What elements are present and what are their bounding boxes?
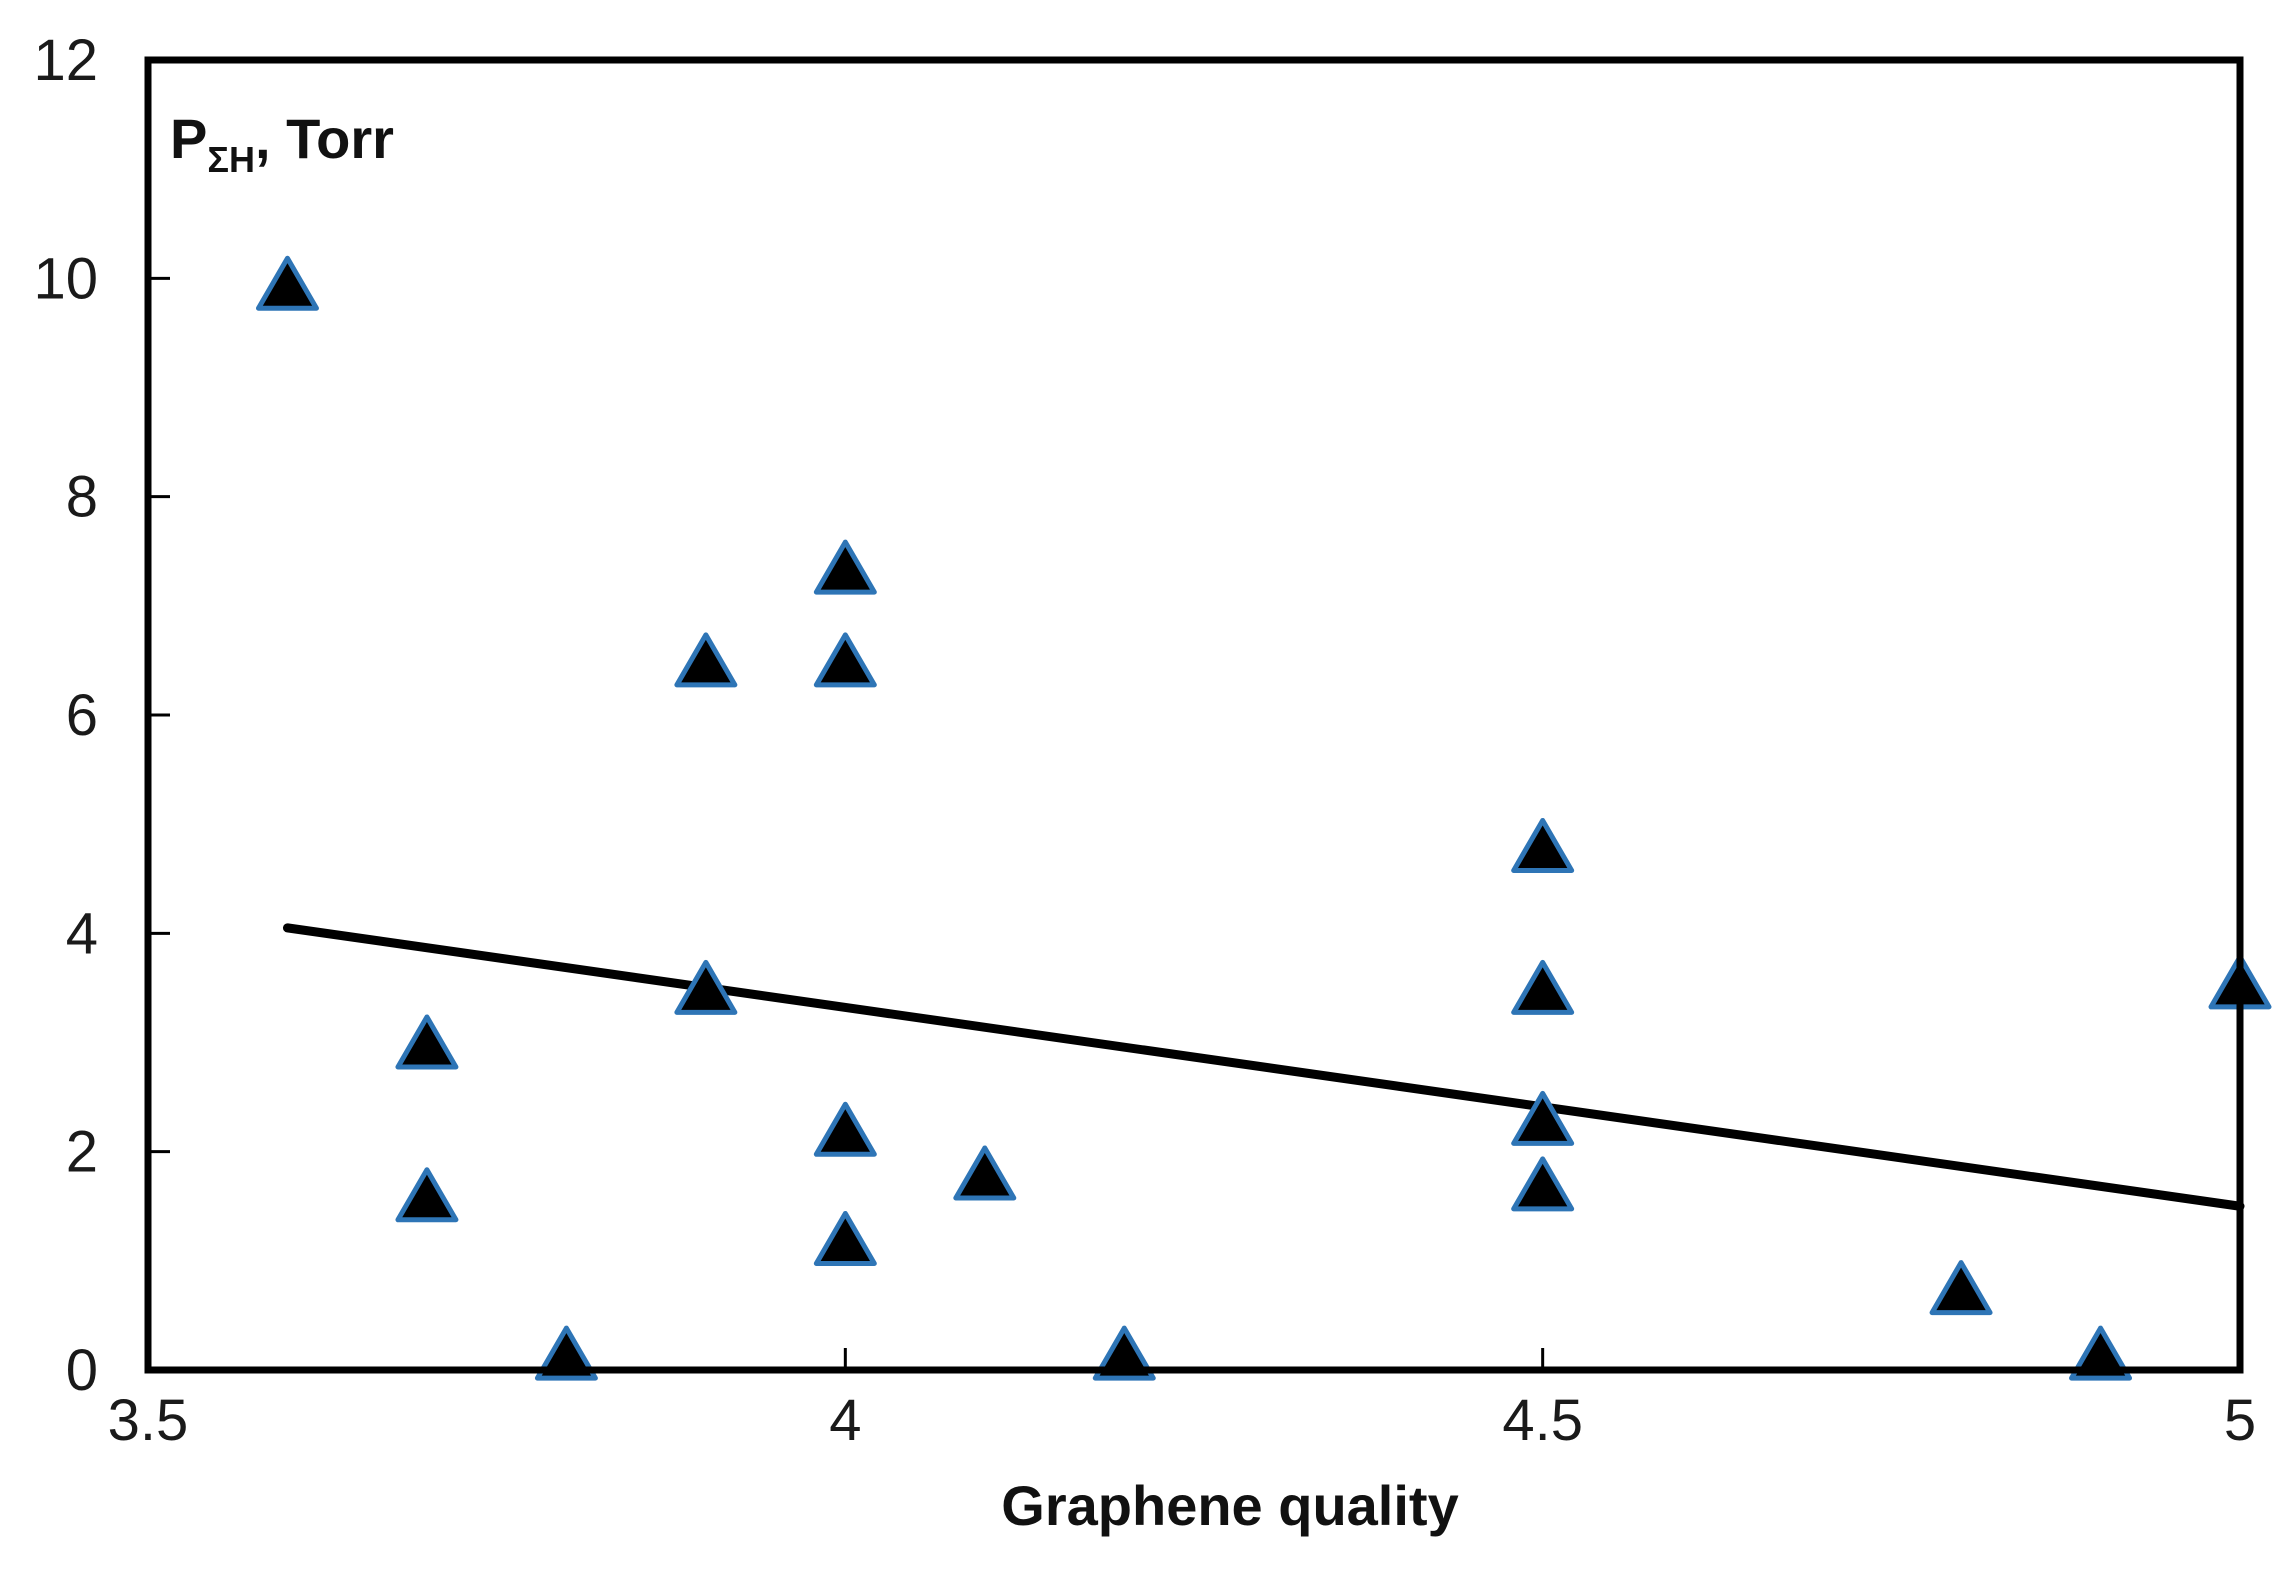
data-point-marker [674,959,738,1015]
ticks-layer: 0 2 4 6 8 10 12 3.5 4 4.5 5 [33,28,2256,1453]
data-point-marker [1511,959,1575,1015]
x-tick-label: 3.5 [108,1388,189,1453]
y-axis-title-unit: , Torr [255,107,394,170]
data-point-marker [813,632,877,688]
y-tick-label: 8 [66,465,98,530]
y-axis-title-subscript: ΣH [207,139,255,180]
data-point-marker [1511,1156,1575,1212]
y-tick-label: 10 [33,246,98,311]
data-point-marker [395,1167,459,1223]
y-tick-label: 6 [66,683,98,748]
y-axis-title-main: P [170,107,207,170]
y-tick-label: 4 [66,901,98,966]
y-tick-label: 0 [66,1338,98,1403]
data-point-marker [1929,1260,1993,1316]
data-point-marker [534,1325,598,1381]
x-tick-label: 4 [829,1388,861,1453]
data-point-marker [1092,1325,1156,1381]
data-point-marker [1511,817,1575,873]
y-tick-label: 12 [33,28,98,93]
data-point-marker [953,1145,1017,1201]
data-point-marker [1511,1090,1575,1146]
data-point-marker [2069,1325,2133,1381]
marks-layer [255,255,2272,1381]
data-point-marker [813,539,877,595]
x-tick-label: 5 [2224,1388,2256,1453]
y-tick-label: 2 [66,1120,98,1185]
data-point-marker [813,1101,877,1157]
plot-area-frame [144,56,2244,1374]
y-axis-title: PΣH, Torr [170,107,394,180]
data-point-marker [813,1210,877,1266]
data-point-marker [255,255,319,311]
data-point-marker [395,1014,459,1070]
trendline [282,923,2245,1211]
data-point-marker [674,632,738,688]
x-tick-label: 4.5 [1502,1388,1583,1453]
x-axis-title: Graphene quality [1001,1474,1458,1537]
